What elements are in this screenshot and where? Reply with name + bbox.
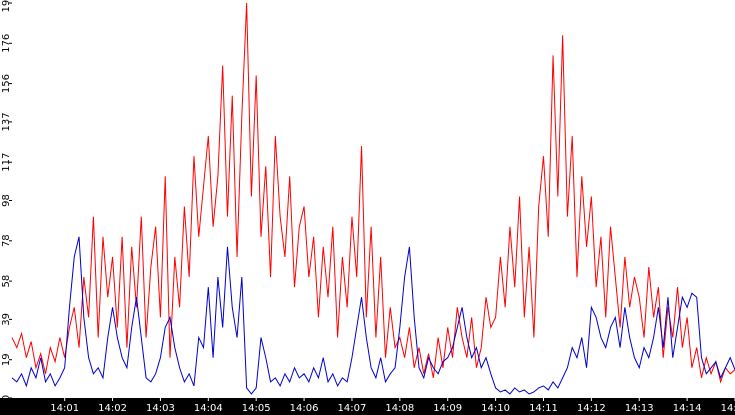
y-tick-label: 156 <box>1 74 12 93</box>
x-tick-label: 14:07 <box>338 403 367 414</box>
y-tick-label: 117 <box>1 153 12 172</box>
y-tick-label: 78 <box>1 234 12 247</box>
x-tick-label: 14:03 <box>146 403 175 414</box>
x-tick-label: 14:15 <box>721 403 735 414</box>
y-tick-label: 196 <box>1 0 12 13</box>
x-tick-label: 14:13 <box>625 403 654 414</box>
data-line <box>11 236 735 395</box>
y-tick-label: 19 <box>1 353 12 366</box>
x-tick-label: 14:09 <box>433 403 462 414</box>
y-tick-label: 39 <box>1 313 12 326</box>
y-tick-label: 58 <box>1 275 12 288</box>
y-tick-label: 176 <box>1 34 12 53</box>
y-tick-label: 137 <box>1 112 12 131</box>
x-tick-label: 14:14 <box>673 403 702 414</box>
x-tick-label: 14:05 <box>242 403 271 414</box>
x-tick-label: 14:06 <box>290 403 319 414</box>
x-tick-label: 14:02 <box>98 403 127 414</box>
x-tick-label: 14:10 <box>481 403 510 414</box>
x-tick-label: 14:12 <box>577 403 606 414</box>
data-line <box>11 2 735 384</box>
x-tick-label: 14:08 <box>385 403 414 414</box>
x-tick-label: 14:11 <box>529 403 558 414</box>
y-tick-label: 98 <box>1 194 12 207</box>
y-tick-label: 0 <box>1 395 12 401</box>
x-axis-band <box>0 398 735 415</box>
x-tick-label: 14:01 <box>50 403 79 414</box>
x-tick-label: 14:04 <box>194 403 223 414</box>
